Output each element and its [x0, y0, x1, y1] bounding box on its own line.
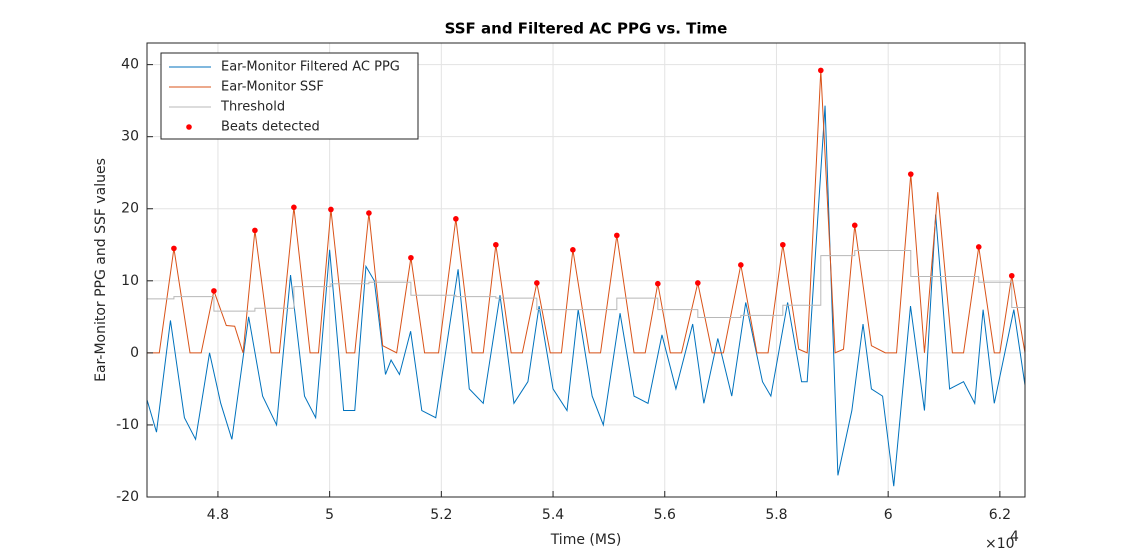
legend-label: Threshold	[220, 100, 285, 115]
beat-marker	[614, 232, 620, 239]
x-tick-label: 5.4	[542, 507, 564, 523]
chart-title: SSF and Filtered AC PPG vs. Time	[445, 20, 728, 38]
beat-marker	[655, 280, 661, 287]
beat-marker	[171, 245, 177, 252]
x-tick-label: 5	[325, 507, 334, 523]
x-exponent-power: 4	[1010, 529, 1019, 545]
beat-marker	[291, 204, 297, 211]
beat-marker	[366, 210, 372, 216]
x-axis-label: Time (MS)	[550, 532, 622, 548]
axes-box	[146, 42, 1026, 498]
x-tick-label: 6.2	[989, 507, 1011, 523]
y-tick-label: 20	[121, 201, 139, 217]
beat-marker	[211, 288, 217, 294]
beat-marker	[851, 222, 858, 229]
plot	[147, 67, 1025, 487]
beat-marker	[818, 67, 824, 74]
y-tick-label: 30	[121, 129, 139, 145]
beat-marker	[252, 227, 258, 234]
beat-marker	[738, 262, 744, 268]
series-step-line	[147, 250, 1025, 319]
beat-marker	[493, 241, 499, 248]
y-tick-label: 10	[121, 273, 139, 289]
legend-swatch	[186, 124, 192, 130]
beat-marker	[570, 247, 576, 253]
x-tick-label: 4.8	[207, 507, 229, 523]
beat-marker	[907, 171, 914, 177]
y-tick-label: -20	[116, 489, 139, 505]
y-tick-label: 40	[121, 57, 139, 73]
beat-marker	[328, 206, 334, 213]
y-tick-label: -10	[116, 417, 139, 433]
x-exponent-base: ×10	[985, 536, 1015, 552]
ticks: -20 -10 0 10 20 30 40 4.8 5 5.2 5.4 5.6 5.8 6 6.2	[116, 57, 1011, 523]
legend: Ear-Monitor Filtered AC PPG Ear-Monitor S…	[160, 52, 419, 140]
y-axis-label: Ear-Monitor PPG and SSF values	[93, 158, 109, 382]
legend-label: Ear-Monitor SSF	[221, 80, 324, 95]
beat-marker	[975, 244, 982, 250]
series-line	[147, 70, 1025, 354]
legend-label: Ear-Monitor Filtered AC PPG	[221, 60, 400, 75]
x-tick-label: 5.6	[654, 507, 676, 523]
beat-marker	[780, 241, 786, 248]
beat-marker	[534, 280, 540, 286]
x-tick-label: 6	[884, 507, 893, 523]
x-tick-label: 5.2	[430, 507, 452, 523]
x-tick-label: 5.8	[765, 507, 787, 523]
beat-marker	[1008, 272, 1015, 279]
beat-marker	[453, 216, 459, 222]
beat-marker	[408, 254, 414, 261]
beat-marker	[695, 280, 701, 286]
legend-label: Beats detected	[221, 120, 320, 135]
y-tick-label: 0	[130, 345, 139, 361]
